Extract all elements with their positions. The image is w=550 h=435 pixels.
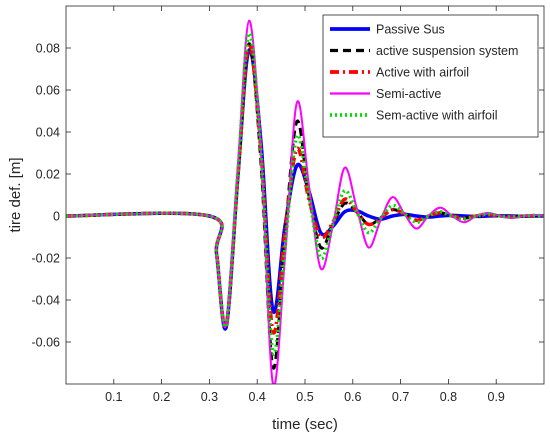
legend-box xyxy=(322,14,539,138)
series-line-4 xyxy=(66,19,544,384)
axes-box xyxy=(65,5,545,385)
y-tick-label: -0.02 xyxy=(32,252,61,266)
series-line-5 xyxy=(66,31,544,357)
x-tick-label: 0.8 xyxy=(440,390,457,404)
legend-label-4: Semi-active xyxy=(376,87,441,101)
y-tick-label: 0.08 xyxy=(36,42,60,56)
series-lines xyxy=(66,19,544,384)
legend-label-1: Passive Sus xyxy=(376,23,445,37)
y-tick-label: -0.06 xyxy=(32,336,61,350)
x-tick-label: 0.9 xyxy=(488,390,505,404)
legend-label-2: active suspension system xyxy=(376,44,518,58)
x-tick-label: 0.5 xyxy=(296,390,313,404)
x-tick-label: 0.7 xyxy=(392,390,409,404)
y-tick-label: 0.02 xyxy=(36,168,60,182)
x-tick-label: 0.1 xyxy=(105,390,122,404)
x-tick-label: 0.4 xyxy=(249,390,266,404)
legend-label-5: Sem-active with airfoil xyxy=(376,109,498,123)
y-tick-label: -0.04 xyxy=(32,294,61,308)
x-axis-label: time (sec) xyxy=(272,416,338,433)
x-tick-labels: 0.1 0.2 0.3 0.4 0.5 0.6 0.7 0.8 0.9 xyxy=(105,390,505,404)
y-tick-label: 0 xyxy=(53,210,60,224)
legend: Passive Sus active suspension system Activ… xyxy=(322,14,539,138)
x-tick-label: 0.3 xyxy=(201,390,218,404)
x-tick-label: 0.6 xyxy=(344,390,361,404)
y-axis-label: tire def. [m] xyxy=(7,157,24,232)
y-tick-label: 0.06 xyxy=(36,84,60,98)
legend-label-3: Active with airfoil xyxy=(376,66,469,80)
y-tick-label: 0.04 xyxy=(36,126,60,140)
y-tick-labels: -0.06 -0.04 -0.02 0 0.02 0.04 0.06 0.08 xyxy=(32,42,61,350)
x-tick-label: 0.2 xyxy=(153,390,170,404)
